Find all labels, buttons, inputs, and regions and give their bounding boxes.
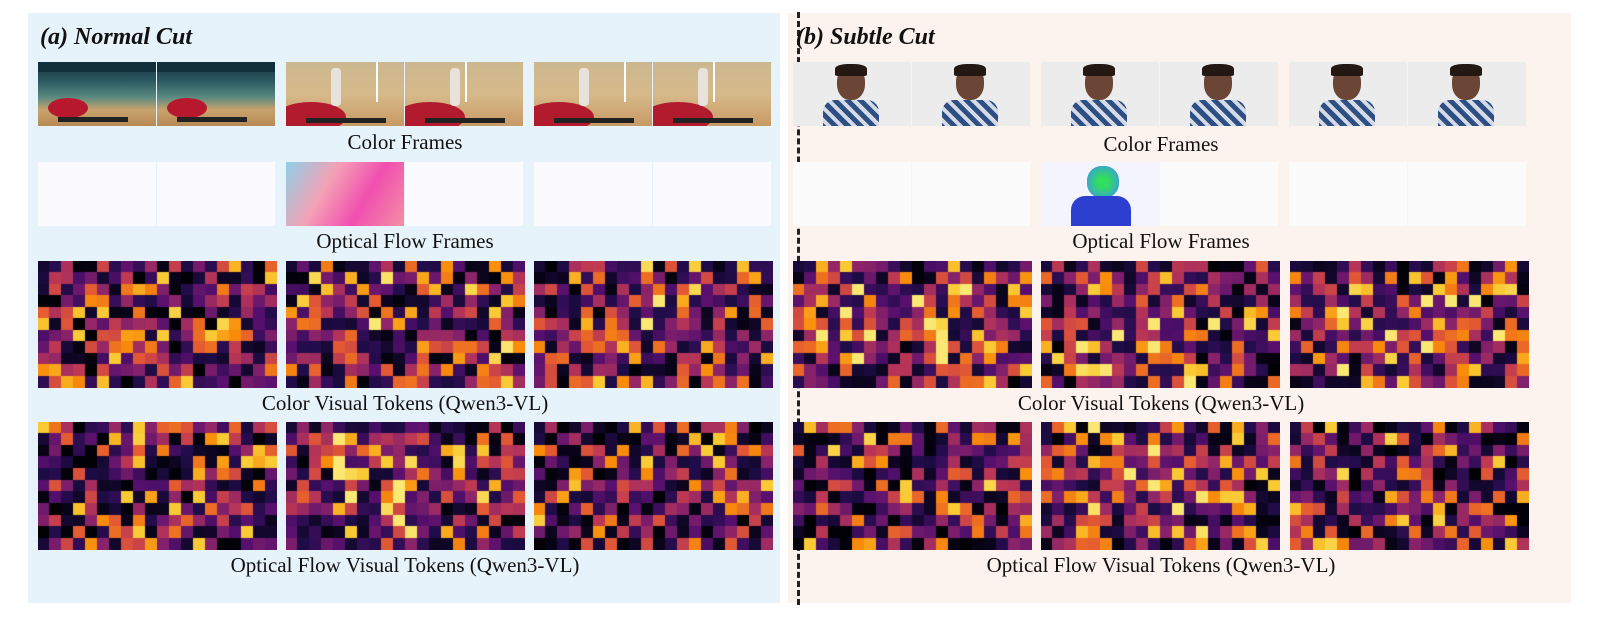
token-heatmap: [38, 422, 277, 550]
flow-frame-blank: [38, 162, 156, 226]
basketball-frame-close: [405, 62, 523, 126]
portrait-frame: [1289, 62, 1407, 126]
flow-frame-blank: [793, 162, 911, 226]
flow-frame-motion: [1041, 162, 1159, 226]
flow-frame-motion: [286, 162, 404, 226]
panel-a-title: (a) Normal Cut: [40, 24, 193, 50]
panel-b-title: (b) Subtle Cut: [796, 24, 935, 50]
basketball-frame-wide: [38, 62, 156, 126]
token-heatmap: [534, 261, 773, 388]
token-heatmap: [1041, 422, 1280, 550]
flow-frame-blank: [653, 162, 771, 226]
basketball-frame-close: [534, 62, 652, 126]
token-heatmap: [286, 422, 525, 550]
panel-b-caption-flow-tokens: Optical Flow Visual Tokens (Qwen3-VL): [986, 553, 1336, 577]
panel-a-caption-flow-frames: Optical Flow Frames: [316, 229, 494, 253]
flow-frame-blank: [1289, 162, 1407, 226]
flow-frame-blank: [534, 162, 652, 226]
panel-b-caption-color-tokens: Color Visual Tokens (Qwen3-VL): [1017, 391, 1305, 415]
flow-frame-blank: [1160, 162, 1278, 226]
token-heatmap: [1041, 261, 1280, 388]
panel-a-caption-color-tokens: Color Visual Tokens (Qwen3-VL): [261, 391, 549, 415]
token-heatmap: [793, 422, 1032, 550]
portrait-frame: [912, 62, 1030, 126]
token-heatmap: [1290, 261, 1529, 388]
basketball-frame-close: [653, 62, 771, 126]
flow-frame-blank: [405, 162, 523, 226]
basketball-frame-close: [286, 62, 404, 126]
panel-b-caption-flow-frames: Optical Flow Frames: [1072, 229, 1250, 253]
basketball-frame-wide: [157, 62, 275, 126]
panel-a-caption-flow-tokens: Optical Flow Visual Tokens (Qwen3-VL): [230, 553, 580, 577]
token-heatmap: [793, 261, 1032, 388]
token-heatmap: [1290, 422, 1529, 550]
token-heatmap: [286, 261, 525, 388]
portrait-frame: [793, 62, 911, 126]
flow-frame-blank: [1408, 162, 1526, 226]
portrait-frame: [1160, 62, 1278, 126]
panel-a-caption-color-frames: Color Frames: [347, 130, 463, 154]
panel-b-caption-color-frames: Color Frames: [1103, 132, 1219, 156]
flow-frame-blank: [912, 162, 1030, 226]
token-heatmap: [38, 261, 277, 388]
portrait-frame: [1408, 62, 1526, 126]
token-heatmap: [534, 422, 773, 550]
portrait-frame: [1041, 62, 1159, 126]
flow-frame-blank: [157, 162, 275, 226]
